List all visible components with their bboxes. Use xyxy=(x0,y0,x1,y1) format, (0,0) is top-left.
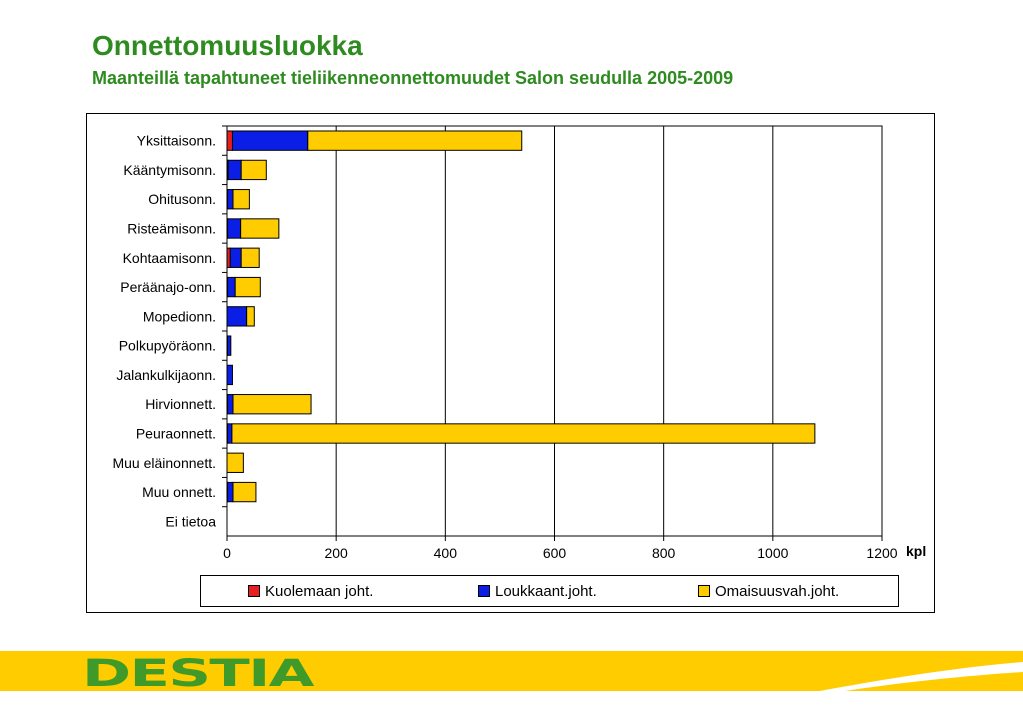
bar-segment xyxy=(231,423,816,444)
bar-segment xyxy=(232,394,312,415)
x-tick-label: 800 xyxy=(652,545,676,561)
chart-legend: Kuolemaan joht. Loukkaant.joht. Omaisuus… xyxy=(200,575,899,607)
x-tick-label: 1200 xyxy=(866,545,897,561)
bar-segment xyxy=(232,481,257,503)
bar-segment xyxy=(226,452,244,473)
category-label: Yksittaisonn. xyxy=(137,133,216,149)
page-subtitle: Maanteillä tapahtuneet tieliikenneonnett… xyxy=(92,68,734,88)
legend-label: Loukkaant.joht. xyxy=(495,583,597,600)
legend-item-kuolemaan: Kuolemaan joht. xyxy=(248,583,373,600)
x-tick-label: 600 xyxy=(543,545,567,561)
legend-item-loukkaant: Loukkaant.joht. xyxy=(478,583,597,600)
legend-swatch xyxy=(248,585,260,598)
category-label: Muu eläinonnett. xyxy=(112,455,216,471)
legend-label: Omaisuusvah.joht. xyxy=(715,583,840,600)
bar-segment xyxy=(246,306,255,327)
bar-chart: 0 200 400 600 800 1000 1200 Yksittaisonn. Käänty… xyxy=(112,125,926,561)
category-label: Peuraonnett. xyxy=(136,426,216,442)
category-label: Polkupyöräonn. xyxy=(119,338,216,354)
category-label: Ohitusonn. xyxy=(148,191,216,207)
bar-segment xyxy=(240,159,267,181)
category-label: Peräänajo-onn. xyxy=(120,279,216,295)
legend-swatch xyxy=(478,585,490,598)
bar-segment xyxy=(240,247,260,268)
bar-segment xyxy=(307,130,523,151)
page-title: Onnettomuusluokka xyxy=(92,30,363,61)
category-label: Risteämisonn. xyxy=(127,221,216,237)
x-axis-label: kpl xyxy=(906,543,926,559)
category-label: Mopedionn. xyxy=(143,308,216,324)
legend-label: Kuolemaan joht. xyxy=(265,583,374,600)
category-label: Hirvionnett. xyxy=(145,396,216,412)
legend-swatch xyxy=(698,585,710,598)
footer-band xyxy=(0,651,1023,691)
category-label: Kääntymisonn. xyxy=(123,162,216,178)
legend-item-omaisuus: Omaisuusvah.joht. xyxy=(698,583,839,600)
category-label: Ei tietoa xyxy=(165,513,216,529)
category-label: Jalankulkijaonn. xyxy=(116,367,216,383)
category-label: Kohtaamisonn. xyxy=(123,250,216,266)
chart-frame: 0 200 400 600 800 1000 1200 Yksittaisonn. Käänty… xyxy=(86,113,935,613)
x-tick-label: 200 xyxy=(324,545,348,561)
bar-segment xyxy=(227,335,232,356)
bar-segment xyxy=(240,218,280,239)
destia-logo: DESTIA xyxy=(82,652,314,695)
bar-segment xyxy=(232,189,250,210)
x-tick-label: 1000 xyxy=(757,545,788,561)
x-tick-label: 400 xyxy=(434,545,458,561)
bar-segment xyxy=(234,276,261,298)
bar-segment xyxy=(226,364,233,386)
x-tick-label: 0 xyxy=(223,545,231,561)
category-label: Muu onnett. xyxy=(142,484,216,500)
